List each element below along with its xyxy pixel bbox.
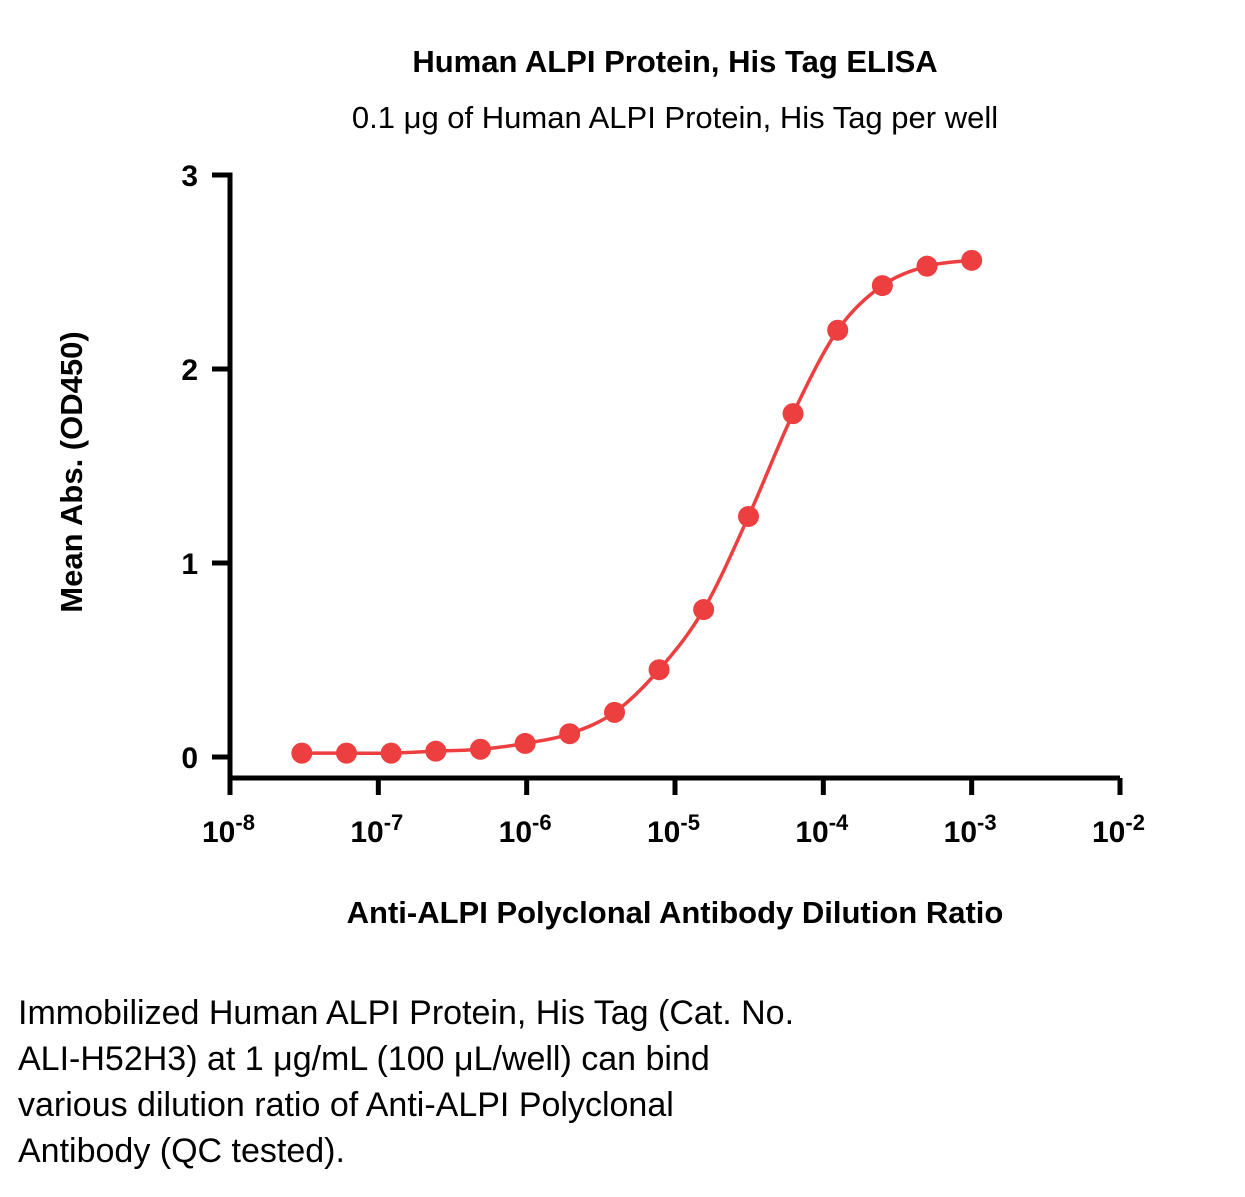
x-tick-label: 10-3 — [944, 810, 997, 849]
y-tick-label: 2 — [181, 354, 198, 387]
chart-title: Human ALPI Protein, His Tag ELISA — [412, 44, 938, 79]
data-point — [514, 732, 536, 754]
caption-line: ALI-H52H3) at 1 μg/mL (100 μL/well) can … — [18, 1040, 710, 1078]
data-point — [827, 319, 849, 341]
y-tick-label: 1 — [181, 548, 198, 581]
figure-caption: Immobilized Human ALPI Protein, His Tag … — [18, 990, 1198, 1174]
data-point — [335, 742, 357, 764]
data-point — [604, 701, 626, 723]
caption-line: Antibody (QC tested). — [18, 1132, 345, 1170]
x-tick-label: 10-8 — [202, 810, 255, 849]
data-point — [693, 599, 715, 621]
caption-line: various dilution ratio of Anti-ALPI Poly… — [18, 1086, 674, 1124]
data-point — [738, 505, 760, 527]
x-tick-label: 10-6 — [499, 810, 552, 849]
data-point — [469, 738, 491, 760]
data-point — [871, 275, 893, 297]
data-point — [782, 403, 804, 425]
x-tick-label: 10-5 — [647, 810, 700, 849]
data-point — [961, 249, 983, 271]
data-point — [559, 723, 581, 745]
data-point — [425, 740, 447, 762]
x-tick-label: 10-7 — [350, 810, 403, 849]
y-tick-label: 0 — [181, 742, 198, 775]
axes — [227, 172, 1120, 781]
x-axis-label: Anti-ALPI Polyclonal Antibody Dilution R… — [346, 895, 1004, 930]
data-point — [648, 659, 670, 681]
chart-subtitle: 0.1 μg of Human ALPI Protein, His Tag pe… — [351, 100, 999, 135]
data-point — [380, 742, 402, 764]
dose-response-curve — [301, 258, 972, 756]
x-tick-label: 10-2 — [1092, 810, 1145, 849]
data-point — [291, 742, 313, 764]
plot-area: 0 1 2 3 10-8 10-7 10-6 10-5 10-4 10-3 10-2 — [181, 160, 1145, 849]
data-point — [916, 255, 938, 277]
caption-line: Immobilized Human ALPI Protein, His Tag … — [18, 994, 795, 1032]
y-tick-label: 3 — [181, 160, 198, 193]
x-tick-label: 10-4 — [795, 810, 849, 849]
